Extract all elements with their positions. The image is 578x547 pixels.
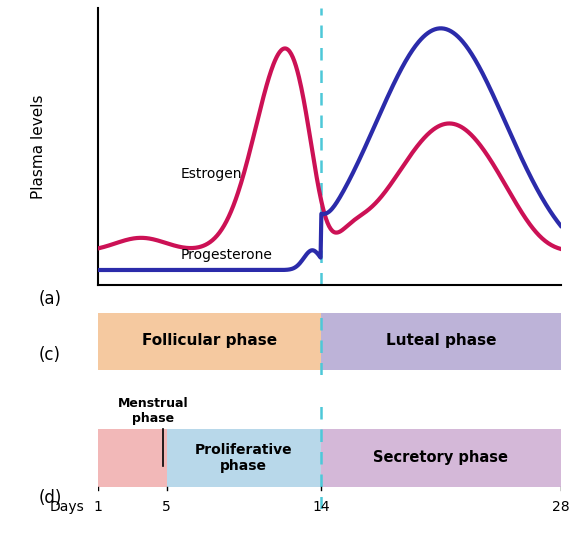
- Text: (c): (c): [38, 346, 60, 364]
- Text: Follicular phase: Follicular phase: [142, 333, 277, 347]
- Bar: [98, 429, 167, 487]
- Text: Days: Days: [50, 500, 84, 514]
- Text: Estrogen: Estrogen: [180, 167, 242, 181]
- Text: (d): (d): [38, 489, 61, 507]
- Text: Proliferative
phase: Proliferative phase: [195, 443, 292, 473]
- Text: Plasma levels: Plasma levels: [31, 94, 46, 199]
- Text: 14: 14: [312, 500, 329, 514]
- Bar: [98, 313, 321, 370]
- Bar: [167, 429, 321, 487]
- Text: 1: 1: [94, 500, 103, 514]
- Bar: [321, 429, 561, 487]
- Text: 28: 28: [552, 500, 569, 514]
- Text: (a): (a): [38, 290, 61, 309]
- Bar: [321, 313, 561, 370]
- Text: Luteal phase: Luteal phase: [386, 333, 496, 347]
- Text: Progesterone: Progesterone: [180, 248, 272, 261]
- Text: 5: 5: [162, 500, 171, 514]
- Text: Menstrual
phase: Menstrual phase: [118, 397, 188, 424]
- Text: Secretory phase: Secretory phase: [373, 450, 508, 465]
